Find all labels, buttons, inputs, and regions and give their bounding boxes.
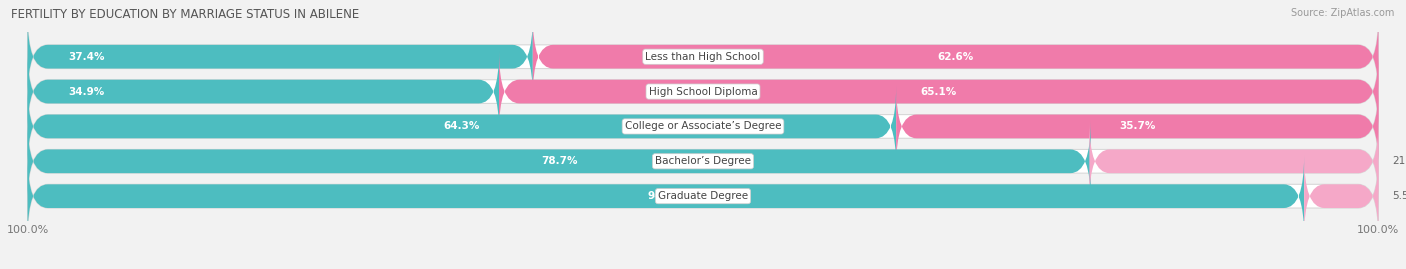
- FancyBboxPatch shape: [28, 156, 1378, 237]
- Text: 21.4%: 21.4%: [1392, 156, 1406, 166]
- Text: 5.5%: 5.5%: [1392, 191, 1406, 201]
- Text: College or Associate’s Degree: College or Associate’s Degree: [624, 121, 782, 132]
- FancyBboxPatch shape: [28, 51, 1378, 132]
- Text: FERTILITY BY EDUCATION BY MARRIAGE STATUS IN ABILENE: FERTILITY BY EDUCATION BY MARRIAGE STATU…: [11, 8, 360, 21]
- Text: 65.1%: 65.1%: [921, 87, 957, 97]
- FancyBboxPatch shape: [28, 86, 896, 167]
- Text: High School Diploma: High School Diploma: [648, 87, 758, 97]
- Text: Source: ZipAtlas.com: Source: ZipAtlas.com: [1291, 8, 1395, 18]
- FancyBboxPatch shape: [28, 16, 533, 97]
- Text: Bachelor’s Degree: Bachelor’s Degree: [655, 156, 751, 166]
- Text: 37.4%: 37.4%: [67, 52, 104, 62]
- Text: Less than High School: Less than High School: [645, 52, 761, 62]
- FancyBboxPatch shape: [28, 51, 499, 132]
- Text: 94.5%: 94.5%: [648, 191, 683, 201]
- Text: 34.9%: 34.9%: [67, 87, 104, 97]
- FancyBboxPatch shape: [28, 121, 1091, 202]
- FancyBboxPatch shape: [28, 156, 1305, 237]
- FancyBboxPatch shape: [28, 86, 1378, 167]
- FancyBboxPatch shape: [1305, 156, 1378, 237]
- FancyBboxPatch shape: [533, 16, 1378, 97]
- FancyBboxPatch shape: [1090, 121, 1378, 202]
- Text: 35.7%: 35.7%: [1119, 121, 1156, 132]
- Text: 78.7%: 78.7%: [541, 156, 578, 166]
- FancyBboxPatch shape: [28, 121, 1378, 202]
- FancyBboxPatch shape: [28, 16, 1378, 97]
- Text: 62.6%: 62.6%: [938, 52, 974, 62]
- FancyBboxPatch shape: [499, 51, 1378, 132]
- Text: Graduate Degree: Graduate Degree: [658, 191, 748, 201]
- Text: 64.3%: 64.3%: [444, 121, 479, 132]
- FancyBboxPatch shape: [896, 86, 1378, 167]
